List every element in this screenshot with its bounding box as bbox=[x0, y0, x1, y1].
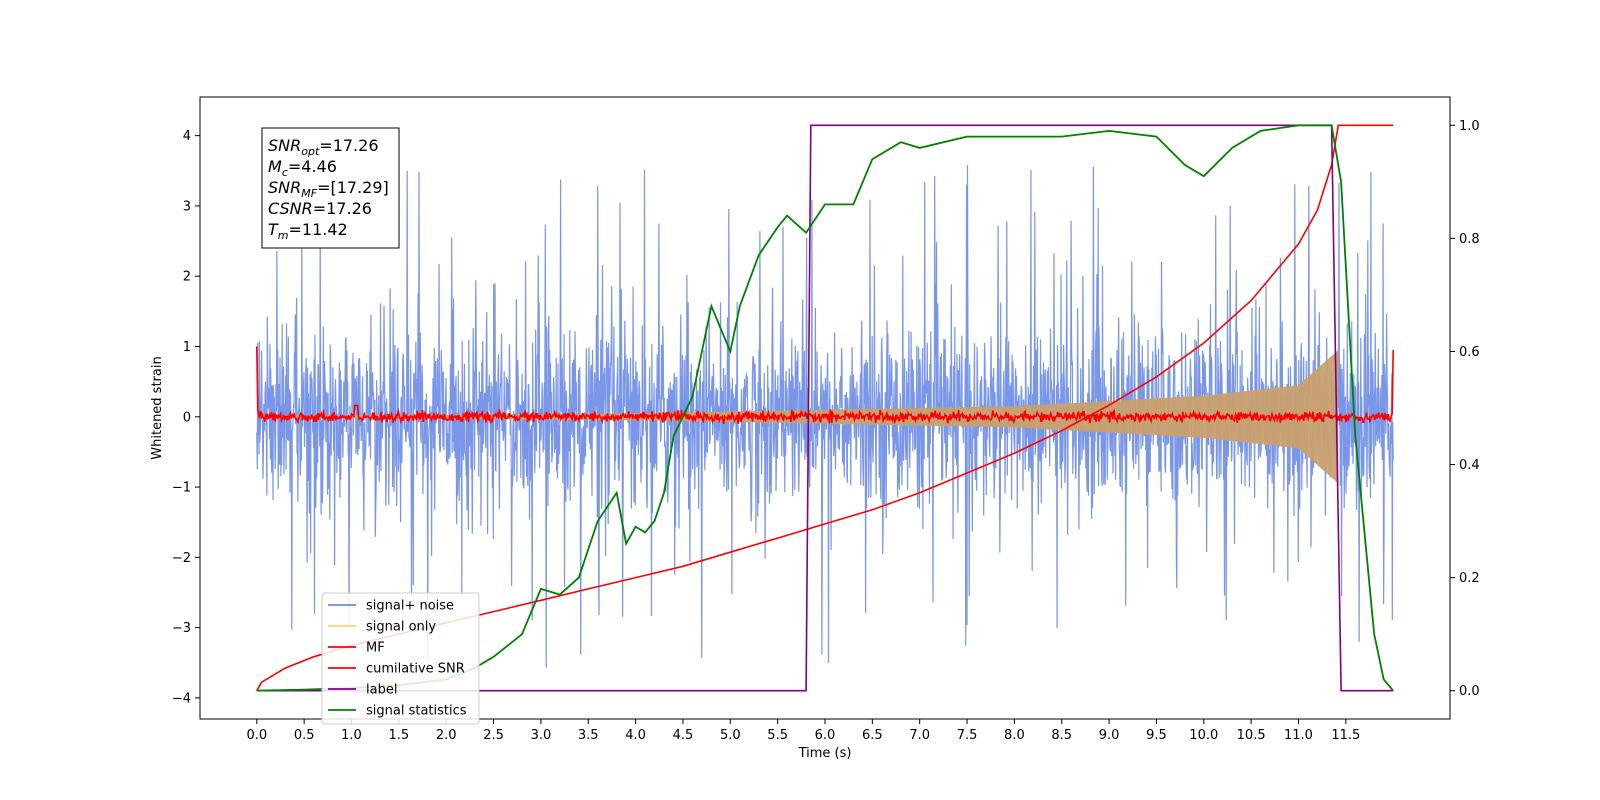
x-tick-label: 3.5 bbox=[578, 728, 599, 743]
legend-label: signal+ noise bbox=[366, 599, 454, 614]
stat-subscript: MF bbox=[301, 187, 317, 200]
x-tick-label: 6.5 bbox=[862, 728, 883, 743]
x-tick-label: 4.0 bbox=[625, 728, 646, 743]
line-label bbox=[256, 124, 1394, 692]
legend-label: MF bbox=[366, 641, 385, 656]
x-tick-label: 1.0 bbox=[341, 728, 362, 743]
y2-tick-label: 0.0 bbox=[1459, 684, 1480, 699]
series-signal-statistics bbox=[256, 124, 1394, 692]
y2-tick-label: 0.8 bbox=[1459, 232, 1480, 247]
series-signal-noise bbox=[256, 165, 1394, 668]
y2-tick-label: 1.0 bbox=[1459, 119, 1480, 134]
x-tick-label: 11.0 bbox=[1284, 728, 1313, 743]
stat-value: =17.26 bbox=[313, 199, 372, 218]
stat-line: Tm=11.42 bbox=[268, 220, 348, 242]
x-tick-label: 2.5 bbox=[483, 728, 504, 743]
stat-line: SNRopt=17.26 bbox=[268, 136, 379, 158]
x-tick-label: 8.5 bbox=[1051, 728, 1072, 743]
legend: signal+ noise signal only MF cumilative SNR… bbox=[321, 592, 480, 725]
x-tick-label: 5.0 bbox=[720, 728, 741, 743]
x-tick-label: 10.0 bbox=[1189, 728, 1218, 743]
y-tick-label: 1 bbox=[183, 340, 191, 355]
series-mf bbox=[256, 346, 1394, 425]
y2-tick-label: 0.4 bbox=[1459, 458, 1480, 473]
x-tick-label: 10.5 bbox=[1237, 728, 1266, 743]
y-axis-left: −4 −3 −2 −1 0 1 2 3 4 bbox=[172, 129, 200, 706]
stat-subscript: opt bbox=[301, 145, 320, 158]
y2-tick-label: 0.6 bbox=[1459, 345, 1480, 360]
legend-frame bbox=[321, 592, 480, 725]
x-tick-label: 9.0 bbox=[1099, 728, 1120, 743]
stats-annotation-box: SNRopt=17.26Mc=4.46SNRMF=[17.29]CSNR=17.… bbox=[261, 127, 400, 249]
stat-value: =11.42 bbox=[289, 220, 348, 239]
stat-line: Mc=4.46 bbox=[268, 157, 337, 179]
legend-label: signal statistics bbox=[366, 704, 467, 719]
stat-line: CSNR=17.26 bbox=[268, 199, 372, 218]
x-tick-label: 7.0 bbox=[909, 728, 930, 743]
y-tick-label: −4 bbox=[172, 691, 191, 706]
stat-value: =4.46 bbox=[288, 157, 337, 176]
y-tick-label: 3 bbox=[183, 199, 191, 214]
stat-symbol: SNR bbox=[268, 178, 301, 197]
annotation-frame bbox=[261, 127, 400, 249]
x-tick-label: 9.5 bbox=[1146, 728, 1167, 743]
y-tick-label: 4 bbox=[183, 129, 191, 144]
x-tick-label: 11.5 bbox=[1331, 728, 1360, 743]
x-tick-label: 2.0 bbox=[436, 728, 457, 743]
stat-subscript: m bbox=[278, 229, 289, 242]
y-axis-title: Whitened strain bbox=[150, 356, 165, 459]
x-tick-label: 1.5 bbox=[389, 728, 410, 743]
stat-symbol: CSNR bbox=[268, 199, 313, 218]
y-axis-right: 0.0 0.2 0.4 0.6 0.8 1.0 bbox=[1450, 119, 1480, 699]
x-tick-label: 6.0 bbox=[815, 728, 836, 743]
x-tick-label: 8.0 bbox=[1004, 728, 1025, 743]
stat-symbol: SNR bbox=[268, 136, 301, 155]
y-tick-label: 0 bbox=[183, 410, 191, 425]
line-mf bbox=[256, 346, 1394, 425]
legend-label: cumilative SNR bbox=[366, 662, 465, 677]
stat-subscript: c bbox=[282, 166, 288, 179]
y2-tick-label: 0.2 bbox=[1459, 571, 1480, 586]
stat-line: SNRMF=[17.29] bbox=[268, 178, 389, 200]
stat-symbol: T bbox=[268, 220, 279, 239]
line-signal-noise bbox=[256, 165, 1394, 668]
stat-value: =[17.29] bbox=[317, 178, 389, 197]
x-tick-label: 4.5 bbox=[673, 728, 694, 743]
x-tick-label: 3.0 bbox=[531, 728, 552, 743]
line-signal-statistics bbox=[256, 124, 1394, 692]
series-label bbox=[256, 124, 1394, 692]
y-tick-label: −3 bbox=[172, 621, 191, 636]
y-tick-label: 2 bbox=[183, 270, 191, 285]
y-tick-label: −2 bbox=[172, 551, 191, 566]
x-tick-label: 5.5 bbox=[767, 728, 788, 743]
x-axis: 0.0 0.5 1.0 1.5 2.0 2.5 3.0 3.5 4.0 4.5 5.0 5.5 6.0 6… bbox=[246, 719, 1360, 743]
x-axis-title: Time (s) bbox=[798, 746, 852, 761]
y-tick-label: −1 bbox=[172, 481, 191, 496]
x-tick-label: 0.0 bbox=[246, 728, 267, 743]
x-tick-label: 7.5 bbox=[957, 728, 978, 743]
legend-label: label bbox=[366, 683, 397, 698]
legend-label: signal only bbox=[366, 620, 436, 635]
x-tick-label: 0.5 bbox=[294, 728, 315, 743]
stat-value: =17.26 bbox=[319, 136, 378, 155]
stat-symbol: M bbox=[268, 157, 282, 176]
